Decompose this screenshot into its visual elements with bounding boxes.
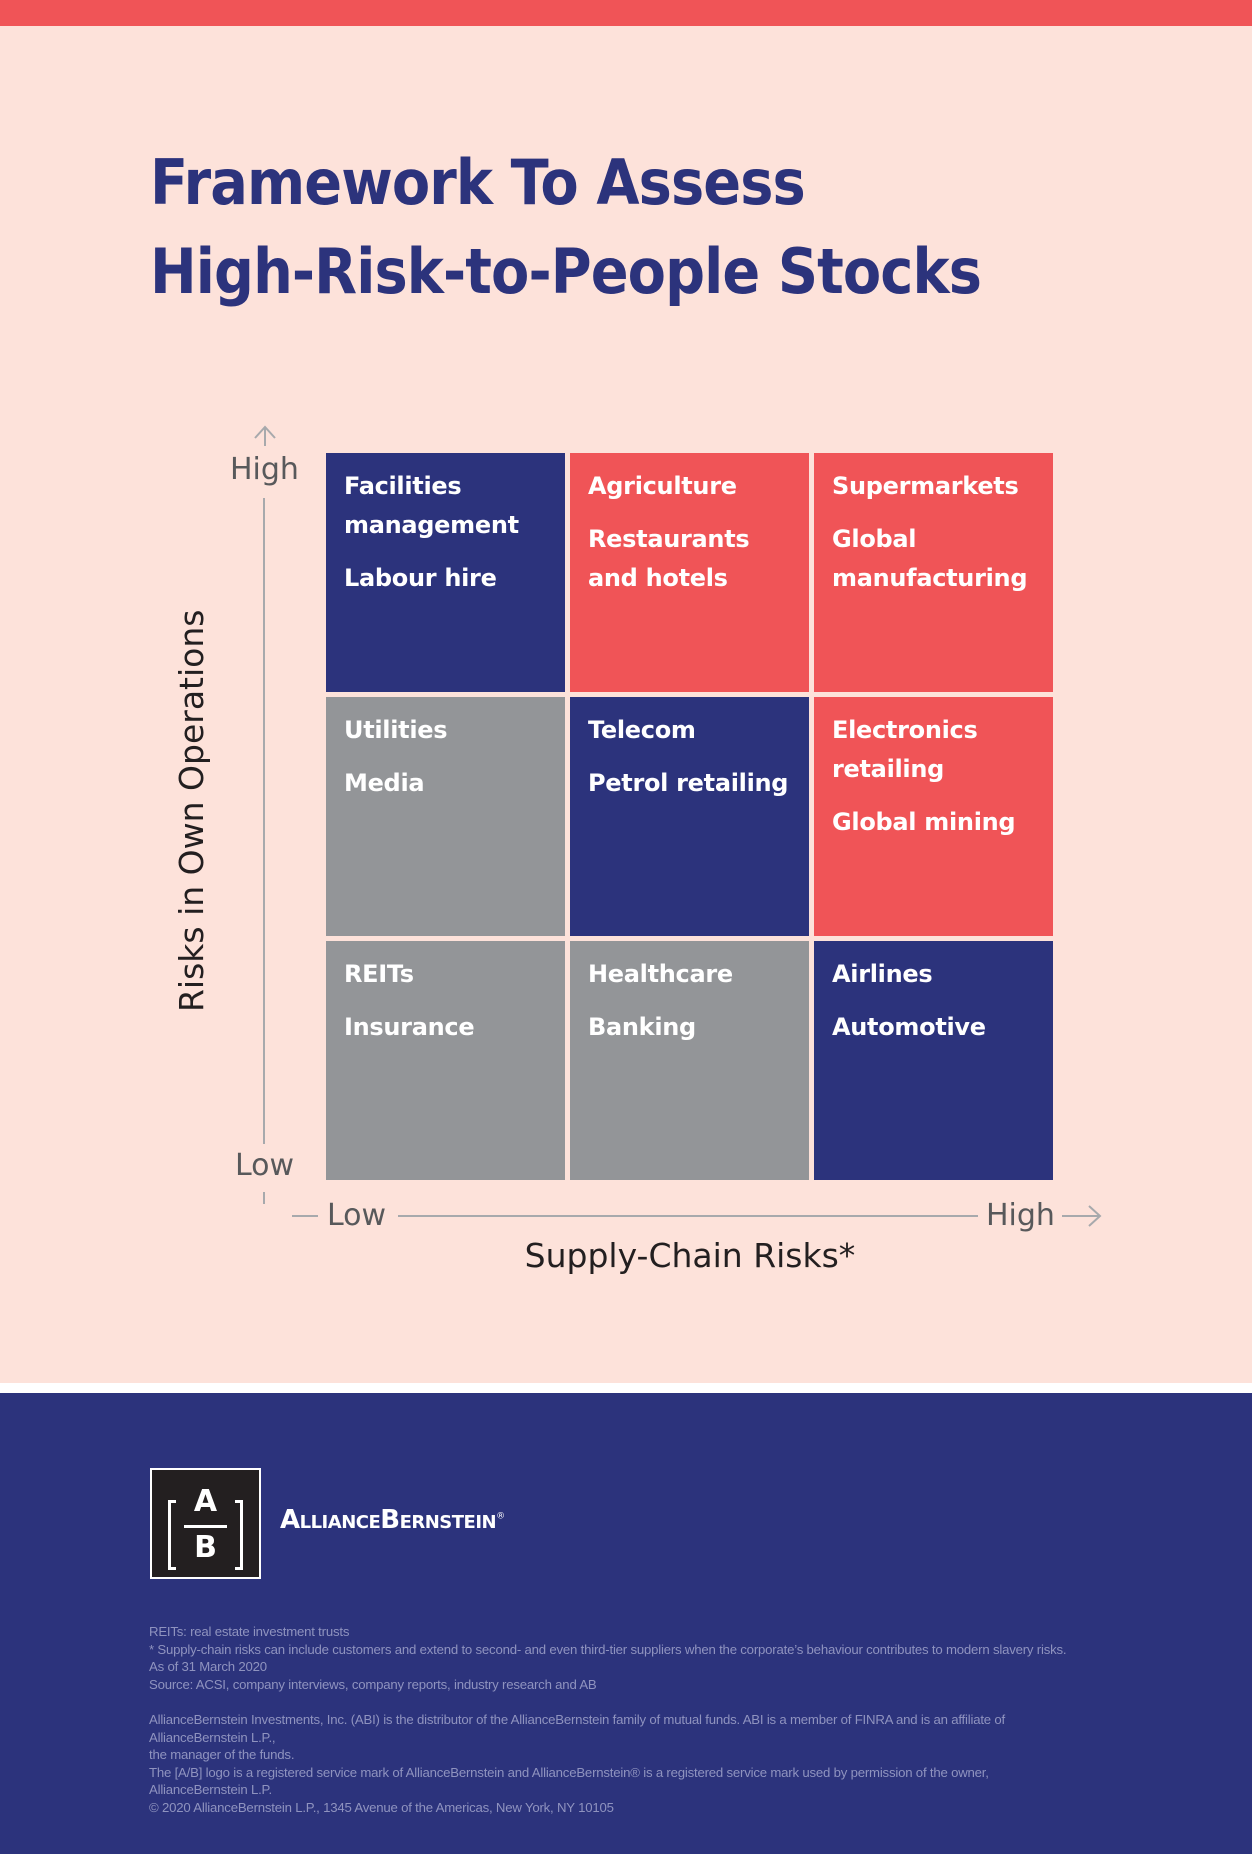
y-axis-line bbox=[263, 498, 265, 1144]
y-axis-title: Risks in Own Operations bbox=[172, 609, 211, 1012]
matrix-cell-medium-high: Electronics retailing Global mining bbox=[814, 697, 1053, 936]
x-axis-high-label: High bbox=[986, 1198, 1055, 1233]
top-accent-bar bbox=[0, 0, 1252, 26]
risk-matrix: Facilities management Labour hire Agricu… bbox=[326, 453, 1053, 1180]
sector-label: Healthcare bbox=[588, 960, 733, 988]
matrix-cell-high-low: Facilities management Labour hire bbox=[326, 453, 565, 692]
x-axis-arrow-icon bbox=[1062, 1205, 1102, 1227]
x-axis-low-label: Low bbox=[327, 1198, 387, 1233]
sector-label: Utilities bbox=[344, 716, 448, 744]
disclosure-line: The [A/B] logo is a registered service m… bbox=[149, 1764, 989, 1780]
matrix-cell-low-low: REITs Insurance bbox=[326, 941, 565, 1180]
y-axis-tail bbox=[263, 1192, 265, 1204]
sector-label: Media bbox=[344, 769, 425, 797]
sector-label: Agriculture bbox=[588, 472, 737, 500]
sector-label: Telecom bbox=[588, 716, 696, 744]
footnote-line: * Supply-chain risks can include custome… bbox=[149, 1641, 1067, 1657]
x-axis-line bbox=[398, 1215, 978, 1217]
ab-logo-icon: A B bbox=[150, 1468, 261, 1579]
divider-band bbox=[0, 1383, 1252, 1393]
logo-bracket-left bbox=[168, 1500, 176, 1570]
sector-label: Global manufacturing bbox=[832, 525, 1028, 592]
disclosure-line: AllianceBernstein L.P., bbox=[149, 1729, 276, 1745]
matrix-cell-high-high: Supermarkets Global manufacturing bbox=[814, 453, 1053, 692]
disclosure-line: the manager of the funds. bbox=[149, 1747, 295, 1763]
sector-label: Insurance bbox=[344, 1013, 475, 1041]
title-line-1: Framework To Assess bbox=[150, 146, 806, 219]
matrix-cell-low-high: Airlines Automotive bbox=[814, 941, 1053, 1180]
y-axis-high-label: High bbox=[230, 452, 299, 487]
sector-label: Restaurants and hotels bbox=[588, 525, 750, 592]
disclosure-line: © 2020 AllianceBernstein L.P., 1345 Aven… bbox=[149, 1799, 614, 1815]
logo-letter-b: B bbox=[194, 1530, 217, 1565]
logo-letter-a: A bbox=[193, 1484, 218, 1519]
title-line-2: High-Risk-to-People Stocks bbox=[150, 235, 982, 308]
footnote-line: Source: ACSI, company interviews, compan… bbox=[149, 1676, 597, 1692]
footnotes: REITs: real estate investment trusts * S… bbox=[149, 1623, 1067, 1693]
logo-divider bbox=[184, 1525, 227, 1528]
sector-label: Electronics retailing bbox=[832, 716, 978, 783]
matrix-cell-medium-low: Utilities Media bbox=[326, 697, 565, 936]
page-title: Framework To Assess High-Risk-to-People … bbox=[150, 138, 982, 316]
y-axis-arrow-icon bbox=[254, 425, 276, 446]
footnote-line: REITs: real estate investment trusts bbox=[149, 1624, 350, 1639]
brand-wordmark: AllianceBernstein® bbox=[280, 1505, 505, 1535]
sector-label: Global mining bbox=[832, 808, 1016, 836]
matrix-cell-high-medium: Agriculture Restaurants and hotels bbox=[570, 453, 809, 692]
disclosures: AllianceBernstein Investments, Inc. (ABI… bbox=[149, 1711, 1005, 1817]
registered-mark: ® bbox=[496, 1511, 505, 1522]
disclosure-line: AllianceBernstein L.P. bbox=[149, 1782, 272, 1798]
disclosure-line: AllianceBernstein Investments, Inc. (ABI… bbox=[149, 1712, 1005, 1727]
footnote-line: As of 31 March 2020 bbox=[149, 1659, 267, 1675]
sector-label: Labour hire bbox=[344, 564, 497, 592]
sector-label: Petrol retailing bbox=[588, 769, 789, 797]
brand-name: AllianceBernstein bbox=[280, 1505, 497, 1535]
x-axis-title: Supply-Chain Risks* bbox=[524, 1236, 856, 1275]
sector-label: REITs bbox=[344, 960, 414, 988]
sector-label: Facilities management bbox=[344, 472, 519, 539]
matrix-cell-low-medium: Healthcare Banking bbox=[570, 941, 809, 1180]
sector-label: Banking bbox=[588, 1013, 696, 1041]
matrix-cell-medium-medium: Telecom Petrol retailing bbox=[570, 697, 809, 936]
sector-label: Supermarkets bbox=[832, 472, 1019, 500]
x-axis-lead bbox=[292, 1215, 318, 1217]
y-axis-low-label: Low bbox=[235, 1148, 295, 1183]
logo-bracket-right bbox=[235, 1500, 243, 1570]
sector-label: Automotive bbox=[832, 1013, 986, 1041]
sector-label: Airlines bbox=[832, 960, 933, 988]
